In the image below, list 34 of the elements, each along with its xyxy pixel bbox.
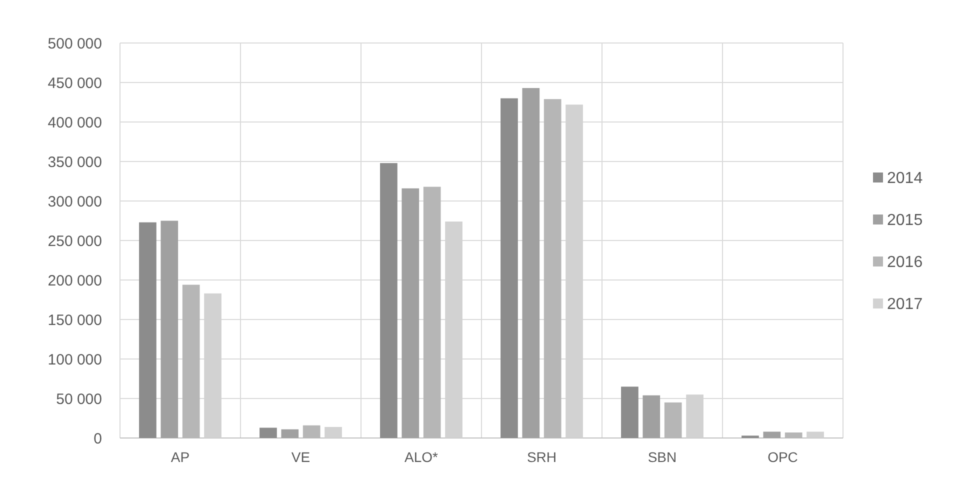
legend-label: 2016 [887, 254, 923, 272]
y-tick-label: 400 000 [48, 114, 102, 132]
y-tick-label: 300 000 [48, 193, 102, 210]
x-tick-label: OPC [768, 449, 798, 465]
y-tick-label: 450 000 [48, 74, 102, 92]
y-tick-label: 250 000 [48, 232, 102, 250]
bar [281, 429, 299, 438]
bar [806, 432, 824, 438]
legend-label: 2014 [887, 170, 923, 188]
x-tick-label: ALO* [404, 449, 439, 465]
y-tick-label: 100 000 [48, 351, 102, 368]
y-tick-label: 50 000 [56, 390, 102, 408]
y-tick-label: 500 000 [48, 35, 102, 52]
x-tick-label: SRH [526, 449, 557, 465]
bar [260, 428, 277, 438]
bar [500, 98, 518, 438]
legend-label: 2017 [887, 296, 923, 314]
bar [522, 88, 540, 438]
bar [763, 432, 781, 438]
bar [621, 386, 638, 438]
y-tick-label: 150 000 [48, 312, 102, 329]
bar [642, 395, 660, 438]
x-tick-label: AP [170, 449, 190, 465]
y-tick-label: 0 [94, 430, 102, 448]
legend-label: 2015 [887, 212, 923, 230]
y-tick-label: 200 000 [48, 272, 102, 290]
bar [402, 188, 420, 438]
x-tick-label: VE [291, 449, 310, 465]
x-tick-label: SBN [648, 449, 677, 465]
y-tick-label: 350 000 [48, 154, 102, 171]
bar [160, 220, 178, 438]
bar [324, 426, 342, 438]
bar [139, 222, 156, 438]
bar [380, 163, 398, 438]
